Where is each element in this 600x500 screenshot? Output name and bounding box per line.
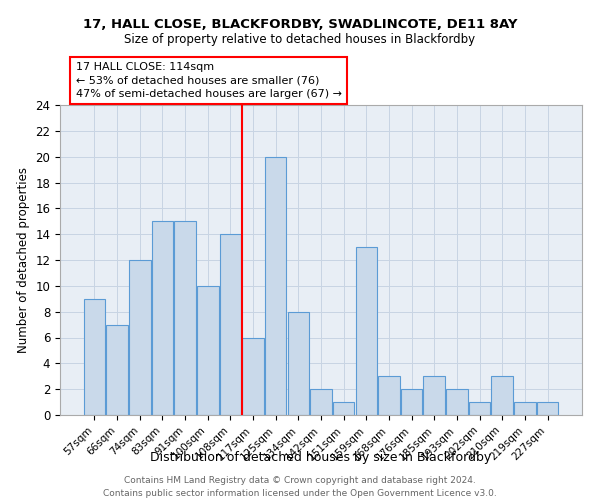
Bar <box>469 402 490 415</box>
Bar <box>287 312 309 415</box>
Bar <box>491 376 513 415</box>
Bar <box>129 260 151 415</box>
Bar <box>537 402 558 415</box>
Bar <box>446 389 467 415</box>
Bar <box>197 286 218 415</box>
Bar <box>378 376 400 415</box>
Bar <box>333 402 355 415</box>
Bar <box>310 389 332 415</box>
Text: 17, HALL CLOSE, BLACKFORDBY, SWADLINCOTE, DE11 8AY: 17, HALL CLOSE, BLACKFORDBY, SWADLINCOTE… <box>83 18 517 30</box>
Text: Size of property relative to detached houses in Blackfordby: Size of property relative to detached ho… <box>124 32 476 46</box>
Bar <box>106 324 128 415</box>
Bar <box>152 221 173 415</box>
Y-axis label: Number of detached properties: Number of detached properties <box>17 167 30 353</box>
Bar <box>424 376 445 415</box>
Bar <box>356 247 377 415</box>
Bar <box>242 338 264 415</box>
Text: Contains HM Land Registry data © Crown copyright and database right 2024.
Contai: Contains HM Land Registry data © Crown c… <box>103 476 497 498</box>
Bar <box>175 221 196 415</box>
Bar <box>265 156 286 415</box>
Bar <box>514 402 536 415</box>
Bar <box>401 389 422 415</box>
Text: Distribution of detached houses by size in Blackfordby: Distribution of detached houses by size … <box>151 451 491 464</box>
Text: 17 HALL CLOSE: 114sqm
← 53% of detached houses are smaller (76)
47% of semi-deta: 17 HALL CLOSE: 114sqm ← 53% of detached … <box>76 62 341 99</box>
Bar <box>84 298 105 415</box>
Bar <box>220 234 241 415</box>
